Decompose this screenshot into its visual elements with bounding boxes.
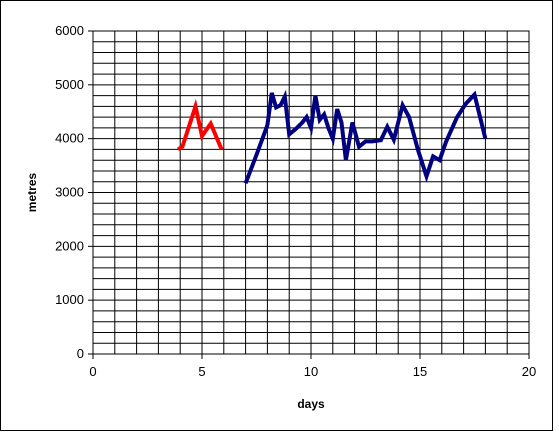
chart-frame — [0, 0, 553, 431]
x-tick-label: 20 — [522, 364, 536, 379]
series-line-2 — [243, 89, 488, 185]
y-tick-label: 1000 — [55, 292, 84, 307]
x-tick-label: 10 — [304, 364, 318, 379]
axis-ticks: 0 5 10 15 20 0 1000 2000 3000 4000 5000 6000 — [55, 23, 536, 379]
gridlines — [92, 30, 530, 355]
y-tick-label: 2000 — [55, 238, 84, 253]
y-axis-title: metres — [25, 172, 39, 212]
series-line-1 — [176, 98, 224, 152]
y-tick-label: 5000 — [55, 77, 84, 92]
x-tick-label: 15 — [413, 364, 427, 379]
y-tick-label: 6000 — [55, 23, 84, 38]
x-tick-label: 0 — [89, 364, 96, 379]
y-tick-label: 0 — [77, 346, 84, 361]
y-tick-label: 3000 — [55, 185, 84, 200]
x-tick-label: 5 — [198, 364, 205, 379]
x-axis-title: days — [297, 397, 325, 411]
y-tick-label: 4000 — [55, 131, 84, 146]
series-lines — [176, 89, 488, 185]
